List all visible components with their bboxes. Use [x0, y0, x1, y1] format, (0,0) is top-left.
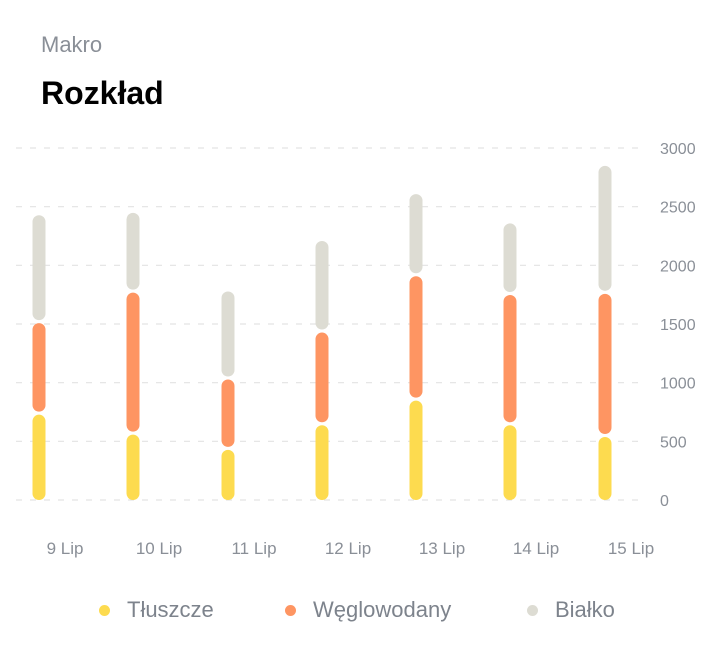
bar-segment-bialko[interactable]	[126, 212, 140, 290]
x-tick-label: 9 Lip	[47, 539, 84, 558]
x-tick-label: 10 Lip	[136, 539, 182, 558]
y-tick-label: 0	[660, 493, 669, 510]
bar-segment-weglowodany[interactable]	[315, 332, 329, 423]
y-tick-label: 2500	[660, 200, 696, 217]
bar-segment-weglowodany[interactable]	[221, 379, 235, 447]
bar-segment-weglowodany[interactable]	[409, 276, 423, 398]
x-tick-label: 13 Lip	[419, 539, 465, 558]
bar-segment-tluszcze[interactable]	[598, 436, 612, 500]
bar-segment-bialko[interactable]	[409, 194, 423, 274]
legend-label-weglowodany: Węglowodany	[313, 597, 452, 622]
bar-segment-tluszcze[interactable]	[32, 414, 46, 500]
chart-legend: Tłuszcze Węglowodany Białko	[0, 594, 720, 626]
legend-dot-bialko	[527, 604, 538, 616]
bar-segment-weglowodany[interactable]	[32, 323, 46, 412]
bar-segment-bialko[interactable]	[221, 291, 235, 377]
legend-label-bialko: Białko	[555, 597, 615, 622]
legend-item-bialko[interactable]: Białko	[527, 594, 615, 626]
bar-segment-tluszcze[interactable]	[503, 425, 517, 500]
bar-segment-tluszcze[interactable]	[409, 400, 423, 500]
x-tick-label: 11 Lip	[231, 539, 276, 558]
legend-dot-tluszcze	[99, 604, 110, 616]
bar-segment-bialko[interactable]	[503, 223, 517, 292]
bar-segment-bialko[interactable]	[315, 241, 329, 330]
y-tick-label: 3000	[660, 141, 696, 158]
y-tick-label: 2000	[660, 258, 696, 275]
bar-segment-weglowodany[interactable]	[503, 294, 517, 423]
bar-segment-weglowodany[interactable]	[598, 293, 612, 434]
y-tick-label: 1000	[660, 376, 696, 393]
legend-item-tluszcze[interactable]: Tłuszcze	[99, 594, 214, 626]
legend-label-tluszcze: Tłuszcze	[127, 597, 214, 622]
y-tick-label: 500	[660, 434, 687, 451]
stacked-bar-chart: 0 500 1000 1500 2000 2500 3000 9 Lip 10 Lip 11 Li…	[16, 141, 696, 558]
x-tick-label: 12 Lip	[325, 539, 371, 558]
y-tick-label: 1500	[660, 317, 696, 334]
x-tick-label: 15 Lip	[608, 539, 654, 558]
card-title: Rozkład	[41, 75, 164, 111]
bar-segment-weglowodany[interactable]	[126, 292, 140, 432]
bar-segment-tluszcze[interactable]	[126, 434, 140, 500]
bar-segment-bialko[interactable]	[32, 215, 46, 321]
legend-dot-weglowodany	[285, 604, 296, 616]
bar-segment-tluszcze[interactable]	[221, 449, 235, 500]
x-tick-label: 14 Lip	[513, 539, 559, 558]
card-subtitle: Makro	[41, 32, 103, 57]
bar-segment-tluszcze[interactable]	[315, 425, 329, 500]
legend-item-weglowodany[interactable]: Węglowodany	[285, 594, 451, 626]
bar-segment-bialko[interactable]	[598, 165, 612, 291]
